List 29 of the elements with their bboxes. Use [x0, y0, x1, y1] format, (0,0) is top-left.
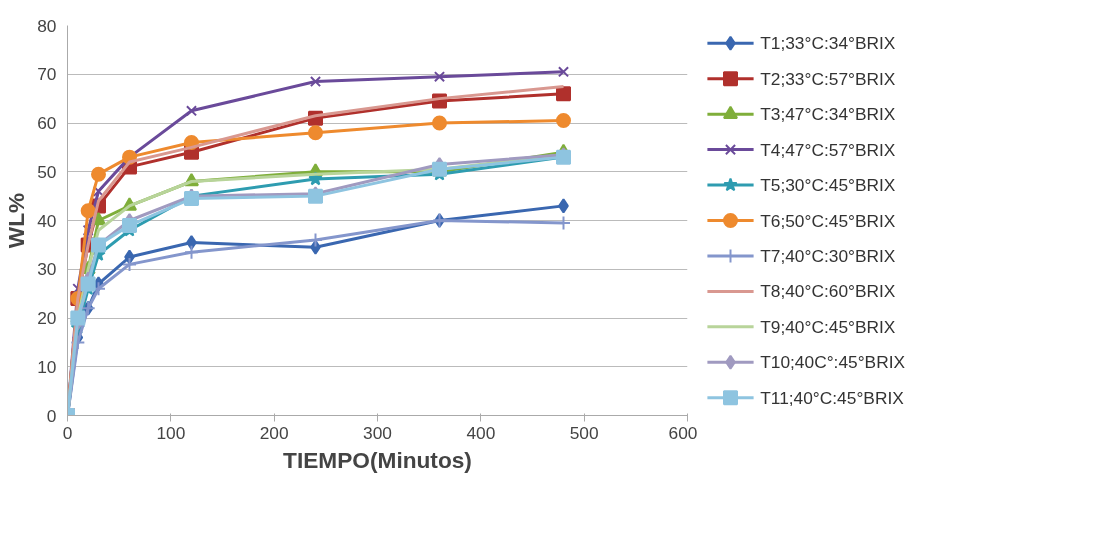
- legend-label: T8;40°C:60°BRIX: [760, 281, 896, 302]
- legend-label: T11;40°C:45°BRIX: [760, 387, 905, 408]
- y-tick-label: 10: [37, 356, 57, 377]
- legend-label: T10;40C°:45°BRIX: [760, 352, 906, 373]
- y-tick-label: 80: [37, 15, 57, 36]
- legend-label: T9;40°C:45°BRIX: [760, 316, 896, 337]
- x-tick-label: 300: [363, 422, 392, 443]
- x-tick-label: 500: [569, 422, 599, 443]
- legend-label: T2;33°C:57°BRIX: [760, 68, 896, 89]
- y-tick-label: 70: [37, 64, 57, 85]
- x-tick-label: 100: [156, 422, 186, 443]
- x-tick-label: 0: [62, 422, 73, 443]
- legend-label: T6;50°C:45°BRIX: [760, 210, 896, 231]
- y-tick-label: 30: [37, 259, 57, 280]
- y-tick-label: 40: [37, 210, 57, 231]
- y-tick-label: 0: [46, 405, 57, 426]
- y-tick-label: 60: [37, 113, 57, 133]
- legend-label: T4;47°C:57°BRIX: [760, 139, 896, 160]
- legend-label: T7;40°C:30°BRIX: [760, 245, 896, 266]
- x-axis-title: TIEMPO(Minutos): [283, 446, 472, 473]
- y-tick-label: 50: [37, 161, 57, 182]
- legend-label: T3;47°C:34°BRIX: [760, 104, 896, 125]
- x-tick-label: 600: [668, 422, 698, 443]
- y-tick-label: 20: [37, 308, 57, 328]
- legend-label: T5;30°C:45°BRIX: [760, 175, 896, 196]
- y-axis-title: WL%: [3, 192, 30, 249]
- x-tick-label: 400: [466, 422, 496, 443]
- x-tick-label: 200: [259, 422, 289, 443]
- legend-label: T1;33°C:34°BRIX: [760, 33, 896, 54]
